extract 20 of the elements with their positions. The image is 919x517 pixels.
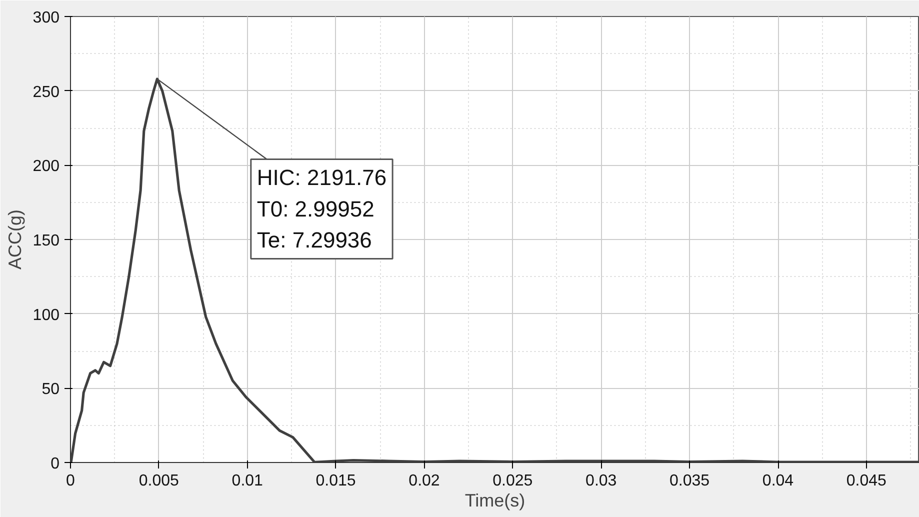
x-tick-label: 0.04 — [762, 472, 794, 490]
x-axis-title: Time(s) — [464, 490, 526, 510]
y-tick-label: 300 — [32, 10, 60, 26]
y-tick-label: 100 — [32, 306, 60, 324]
y-axis-title: ACC(g) — [4, 209, 25, 270]
x-tick-label: 0.01 — [232, 472, 264, 490]
x-tick-label: 0.035 — [670, 472, 710, 490]
x-tick-label: 0.02 — [408, 472, 440, 490]
y-tick-label: 50 — [42, 381, 60, 398]
x-tick-label: 0.045 — [846, 472, 887, 490]
y-tick-label: 200 — [32, 158, 60, 176]
x-tick-label: 0.015 — [316, 472, 356, 490]
y-tick-label: 150 — [32, 232, 60, 250]
x-tick-label: 0 — [66, 472, 76, 490]
x-tick-label: 0.025 — [492, 472, 533, 490]
y-tick-label: 0 — [50, 456, 60, 472]
x-tick-label: 0.005 — [138, 472, 180, 490]
y-tick-label: 250 — [32, 84, 60, 101]
annotation: HIC: 2191.76 T0: 2.99952 Te: 7.29936 — [256, 165, 387, 253]
x-tick-label: 0.03 — [586, 472, 617, 490]
